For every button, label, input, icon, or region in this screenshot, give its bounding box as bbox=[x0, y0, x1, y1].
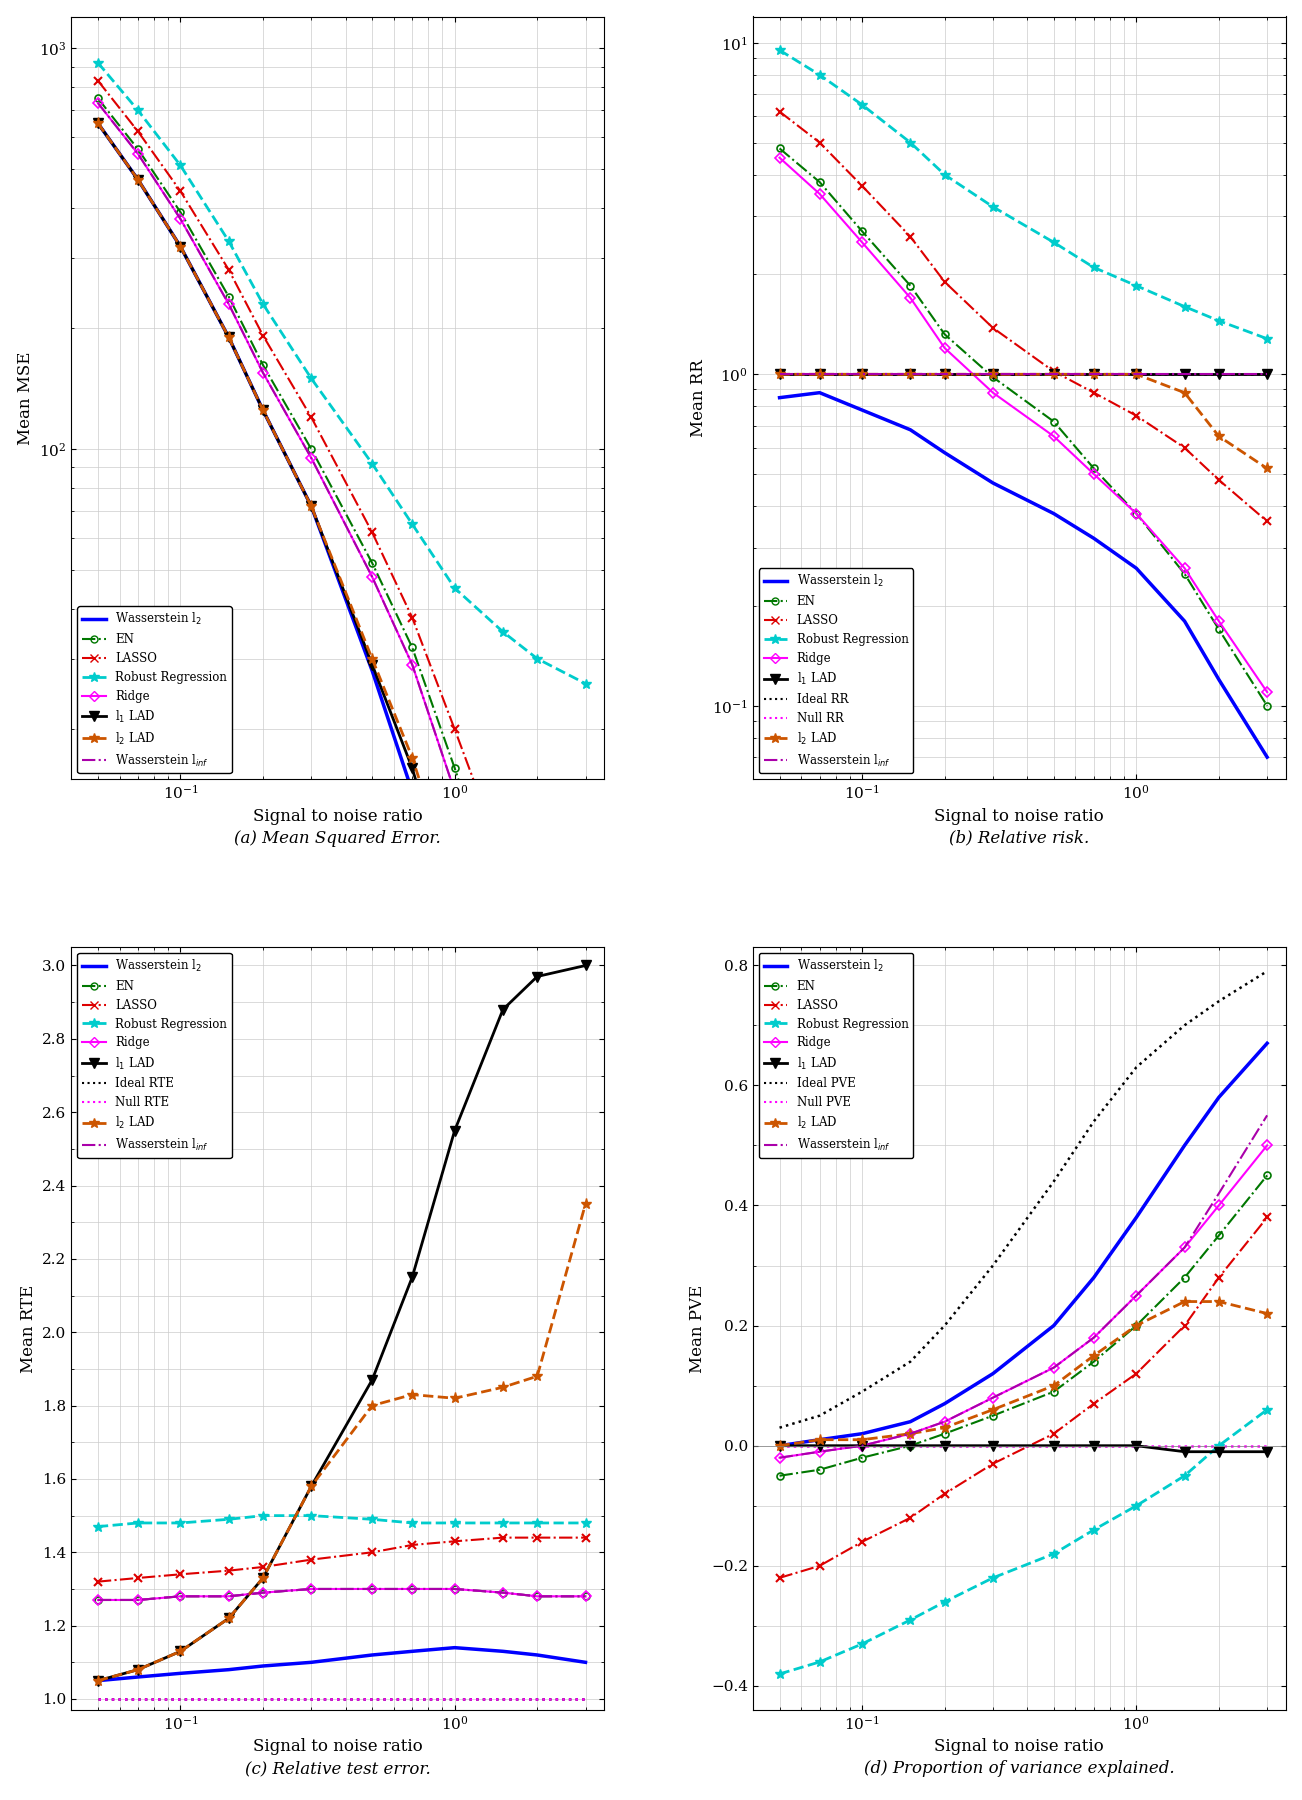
Text: (a) Mean Squared Error.: (a) Mean Squared Error. bbox=[234, 830, 441, 846]
Legend: Wasserstein l$_2$, EN, LASSO, Robust Regression, Ridge, l$_1$ LAD, Ideal RR, Nul: Wasserstein l$_2$, EN, LASSO, Robust Reg… bbox=[759, 569, 913, 774]
Y-axis label: Mean MSE: Mean MSE bbox=[17, 351, 34, 445]
Text: (c) Relative test error.: (c) Relative test error. bbox=[245, 1760, 431, 1777]
Legend: Wasserstein l$_2$, EN, LASSO, Robust Regression, Ridge, l$_1$ LAD, Ideal RTE, Nu: Wasserstein l$_2$, EN, LASSO, Robust Reg… bbox=[77, 952, 232, 1157]
Y-axis label: Mean PVE: Mean PVE bbox=[689, 1285, 706, 1373]
X-axis label: Signal to noise ratio: Signal to noise ratio bbox=[935, 1739, 1104, 1755]
Legend: Wasserstein l$_2$, EN, LASSO, Robust Regression, Ridge, l$_1$ LAD, Ideal PVE, Nu: Wasserstein l$_2$, EN, LASSO, Robust Reg… bbox=[759, 952, 913, 1157]
Legend: Wasserstein l$_2$, EN, LASSO, Robust Regression, Ridge, l$_1$ LAD, l$_2$ LAD, Wa: Wasserstein l$_2$, EN, LASSO, Robust Reg… bbox=[77, 607, 232, 774]
Text: (b) Relative risk.: (b) Relative risk. bbox=[949, 830, 1090, 846]
X-axis label: Signal to noise ratio: Signal to noise ratio bbox=[935, 808, 1104, 824]
X-axis label: Signal to noise ratio: Signal to noise ratio bbox=[253, 808, 422, 824]
Text: (d) Proportion of variance explained.: (d) Proportion of variance explained. bbox=[865, 1760, 1174, 1777]
X-axis label: Signal to noise ratio: Signal to noise ratio bbox=[253, 1739, 422, 1755]
Y-axis label: Mean RTE: Mean RTE bbox=[20, 1285, 36, 1373]
Y-axis label: Mean RR: Mean RR bbox=[690, 358, 707, 437]
